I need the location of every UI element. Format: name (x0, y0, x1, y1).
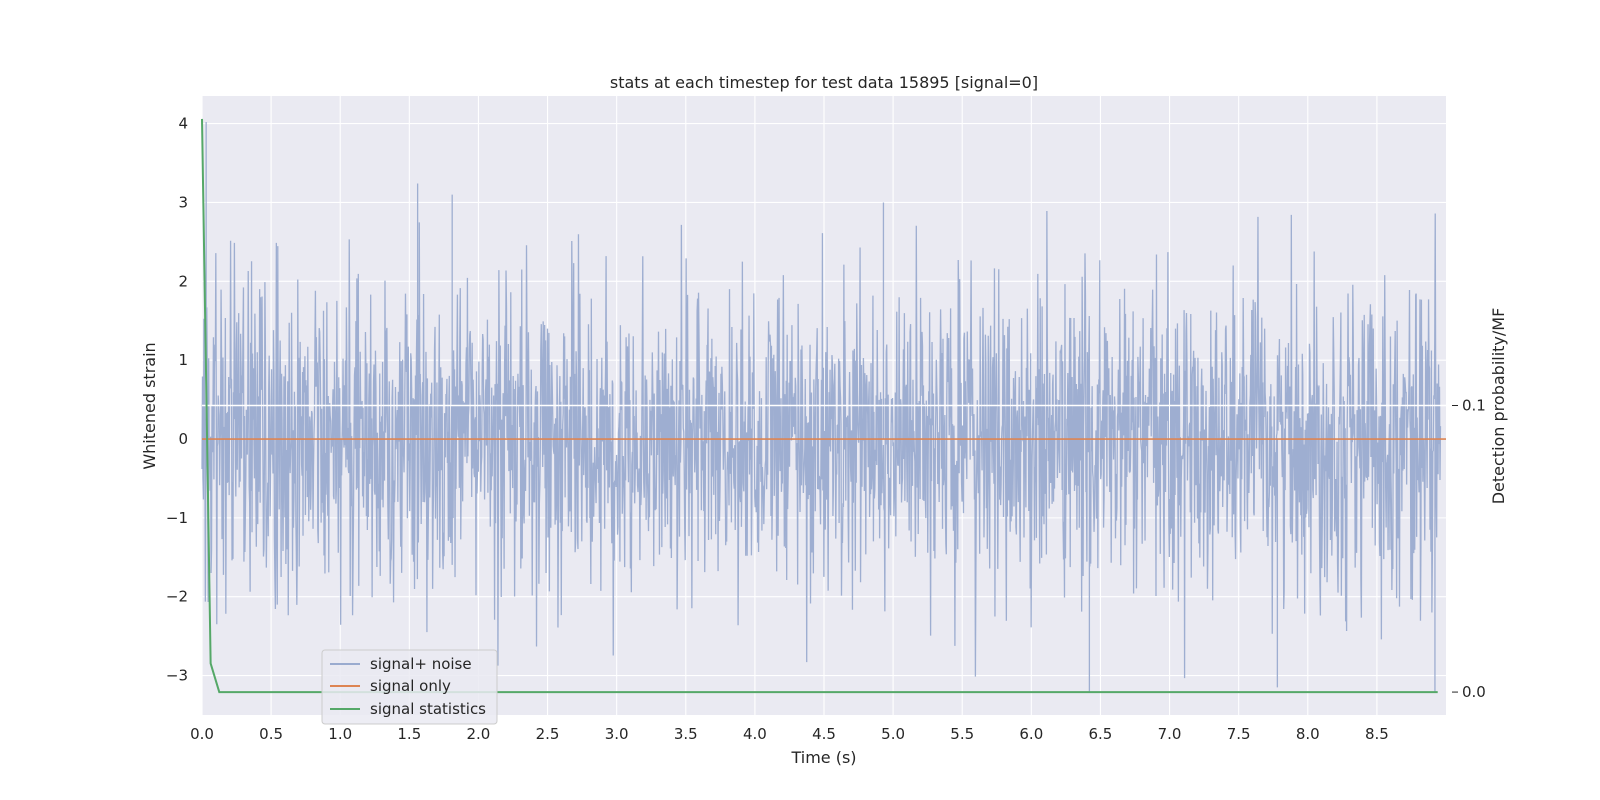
x-axis-label: Time (s) (790, 748, 856, 767)
y2-axis-label: Detection probability/MF (1489, 308, 1508, 505)
chart-title: stats at each timestep for test data 158… (610, 73, 1038, 92)
x-tick-label: 4.0 (743, 725, 767, 743)
series-lines (201, 118, 1446, 694)
y-tick-label: 4 (178, 115, 188, 133)
x-tick-label: 3.0 (605, 725, 629, 743)
y-axis-left: 4 3 2 1 0 −1 −2 −3 (166, 115, 188, 685)
x-tick-label: 0.5 (259, 725, 283, 743)
series-signal-noise (201, 122, 1442, 692)
y-tick-label: −2 (166, 588, 188, 606)
x-tick-label: 4.5 (812, 725, 836, 743)
legend-label-signal-noise: signal+ noise (370, 655, 472, 673)
x-tick-label: 7.0 (1158, 725, 1182, 743)
y-tick-label: −1 (166, 509, 188, 527)
y2-tick-label: 0.0 (1462, 683, 1486, 701)
x-tick-label: 6.5 (1089, 725, 1113, 743)
y-tick-label: 3 (178, 193, 188, 211)
y-axis-label: Whitened strain (140, 342, 159, 469)
x-tick-label: 1.5 (397, 725, 421, 743)
noise-trace (201, 122, 1442, 692)
x-tick-label: 2.5 (536, 725, 560, 743)
x-tick-label: 6.0 (1019, 725, 1043, 743)
y-tick-label: 1 (178, 351, 188, 369)
x-tick-label: 7.5 (1227, 725, 1251, 743)
y2-tick-label: 0.1 (1462, 397, 1486, 415)
x-tick-label: 5.5 (950, 725, 974, 743)
legend-label-signal-statistics: signal statistics (370, 700, 486, 718)
legend-box (321, 649, 498, 725)
legend-label-signal-only: signal only (370, 677, 451, 695)
legend: signal+ noise signal only signal statist… (321, 649, 498, 725)
x-tick-label: 0.0 (190, 725, 214, 743)
signal-statistics-line (201, 118, 1438, 694)
y-tick-label: −3 (166, 667, 188, 685)
x-tick-label: 1.0 (328, 725, 352, 743)
x-tick-label: 8.0 (1296, 725, 1320, 743)
y-axis-right: 0.1 0.0 (1452, 397, 1486, 701)
y-tick-label: 2 (178, 272, 188, 290)
x-tick-label: 3.5 (674, 725, 698, 743)
y-tick-label: 0 (178, 430, 188, 448)
x-axis: 0.0 0.5 1.0 1.5 2.0 2.5 3.0 3.5 4.0 4.5 5.0 5.5 6.0 6… (190, 725, 1389, 743)
x-tick-label: 5.0 (881, 725, 905, 743)
x-tick-label: 2.0 (467, 725, 491, 743)
x-tick-label: 8.5 (1365, 725, 1389, 743)
